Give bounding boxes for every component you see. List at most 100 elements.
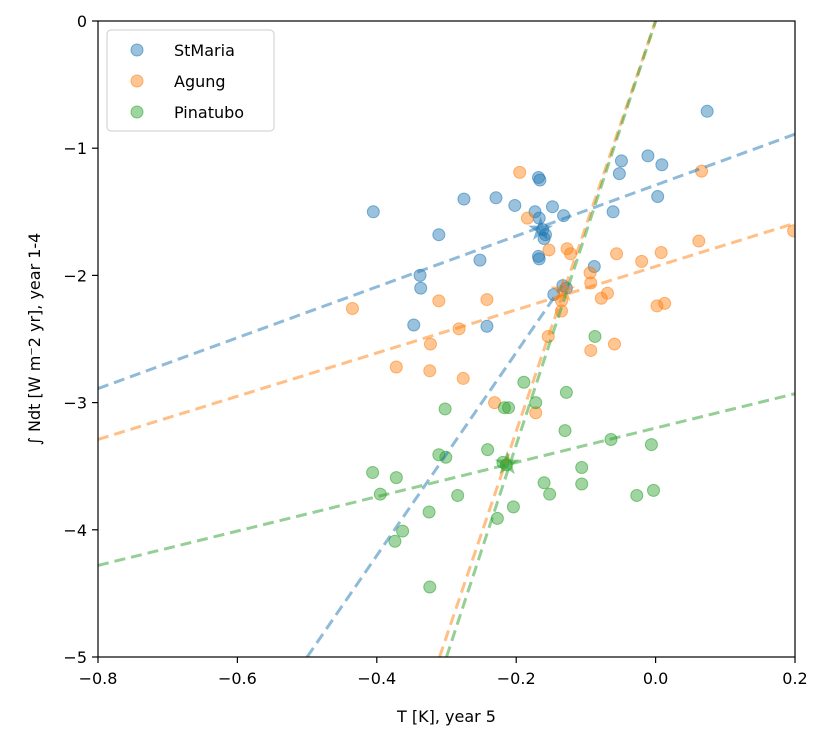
data-point: [438, 402, 452, 416]
data-point: [473, 253, 487, 267]
data-point: [457, 192, 471, 206]
data-point: [517, 375, 531, 389]
ticks-layer: −0.8 −0.6 −0.4 −0.2 0.0 0.2 0 −1 −2 −3 −4 −5: [63, 12, 807, 688]
data-point: [647, 483, 661, 497]
data-point: [345, 301, 359, 315]
series-stmaria: [366, 104, 714, 333]
steep-fit-line: [438, 21, 658, 657]
data-point: [575, 477, 589, 491]
y-tick-label: −4: [63, 521, 87, 540]
data-point: [423, 364, 437, 378]
data-point: [558, 424, 572, 438]
data-point: [497, 401, 511, 415]
data-point: [414, 281, 428, 295]
data-point: [423, 580, 437, 594]
y-tick-label: −3: [63, 394, 87, 413]
data-point: [451, 488, 465, 502]
x-tick-label: −0.8: [79, 669, 118, 688]
data-point: [601, 286, 615, 300]
legend-marker: [130, 43, 144, 57]
data-point: [542, 243, 556, 257]
series-layer: [98, 21, 795, 657]
x-tick-label: 0.0: [643, 669, 668, 688]
data-point: [480, 319, 494, 333]
data-point: [564, 247, 578, 261]
legend-item-agung: Agung: [130, 72, 226, 91]
data-point: [654, 246, 668, 260]
x-axis-label: T [K], year 5: [396, 707, 496, 726]
data-point: [413, 268, 427, 282]
y-tick-label: 0: [77, 12, 87, 31]
y-axis-label: ∫ Ndt [W m⁻2 yr], year 1-4: [25, 233, 44, 446]
legend-box: [106, 29, 275, 132]
shallow-fit-line: [98, 132, 795, 391]
data-point: [607, 337, 621, 351]
data-point: [533, 173, 547, 187]
intersection-star-marker: [494, 450, 520, 475]
data-point: [506, 500, 520, 514]
data-point: [606, 205, 620, 219]
data-point: [588, 329, 602, 343]
data-point: [612, 167, 626, 181]
x-tick-label: −0.4: [357, 669, 396, 688]
data-point: [559, 385, 573, 399]
steep-fit-line: [305, 284, 564, 657]
y-tick-label: −2: [63, 266, 87, 285]
data-point: [651, 190, 665, 204]
data-point: [584, 343, 598, 357]
data-point: [389, 360, 403, 374]
data-point: [407, 318, 421, 332]
legend-marker: [130, 74, 144, 88]
x-tick-label: 0.2: [782, 669, 807, 688]
data-point: [537, 476, 551, 490]
data-point: [692, 234, 706, 248]
data-point: [388, 534, 402, 548]
x-tick-label: −0.6: [218, 669, 257, 688]
y-tick-label: −1: [63, 139, 87, 158]
data-point: [583, 266, 597, 280]
data-point: [481, 443, 495, 457]
legend-marker: [130, 105, 144, 119]
data-point: [389, 471, 403, 485]
legend-item-stmaria: StMaria: [130, 41, 235, 60]
data-point: [787, 224, 795, 238]
data-point: [655, 158, 669, 172]
data-point: [422, 505, 436, 519]
data-point: [641, 149, 655, 163]
data-point: [543, 487, 557, 501]
y-tick-label: −5: [63, 648, 87, 667]
data-point: [529, 406, 543, 420]
legend-item-pinatubo: Pinatubo: [130, 103, 244, 122]
data-point: [520, 211, 534, 225]
data-point: [610, 247, 624, 261]
data-point: [630, 488, 644, 502]
data-point: [541, 329, 555, 343]
data-point: [366, 466, 380, 480]
legend-label: Pinatubo: [174, 103, 244, 122]
legend-label: StMaria: [174, 41, 235, 60]
data-point: [432, 228, 446, 242]
steep-fit-line: [445, 21, 658, 657]
plot-frame: [97, 20, 796, 658]
data-point: [396, 524, 410, 538]
shallow-fit-line: [98, 221, 795, 441]
data-point: [532, 252, 546, 266]
data-point: [700, 104, 714, 118]
data-point: [545, 200, 559, 214]
intersection-star-marker: [528, 216, 553, 241]
data-point: [366, 205, 380, 219]
intersection-star-marker: [550, 277, 576, 302]
data-point: [502, 401, 516, 415]
data-point: [635, 254, 649, 268]
legend-label: Agung: [174, 72, 226, 91]
data-point: [432, 294, 446, 308]
data-point: [575, 460, 589, 474]
data-point: [508, 198, 522, 212]
data-point: [480, 293, 494, 307]
fit-lines-stmaria: [98, 132, 795, 657]
data-point: [650, 299, 664, 313]
shallow-fit-line: [98, 392, 795, 567]
data-point: [456, 371, 470, 385]
